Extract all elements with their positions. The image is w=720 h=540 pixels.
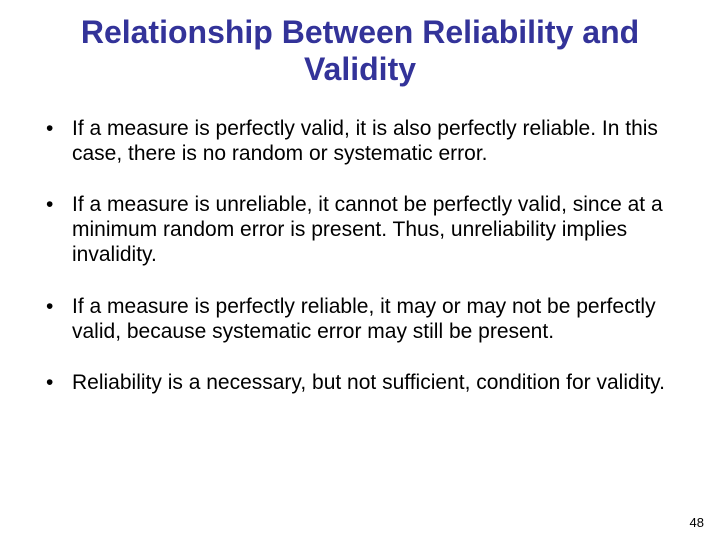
list-item: If a measure is unreliable, it cannot be… <box>46 192 690 268</box>
list-item: If a measure is perfectly valid, it is a… <box>46 116 690 166</box>
slide-title: Relationship Between Reliability and Val… <box>30 14 690 88</box>
list-item: If a measure is perfectly reliable, it m… <box>46 294 690 344</box>
bullet-list: If a measure is perfectly valid, it is a… <box>30 116 690 396</box>
page-number: 48 <box>690 515 704 530</box>
list-item: Reliability is a necessary, but not suff… <box>46 370 690 395</box>
